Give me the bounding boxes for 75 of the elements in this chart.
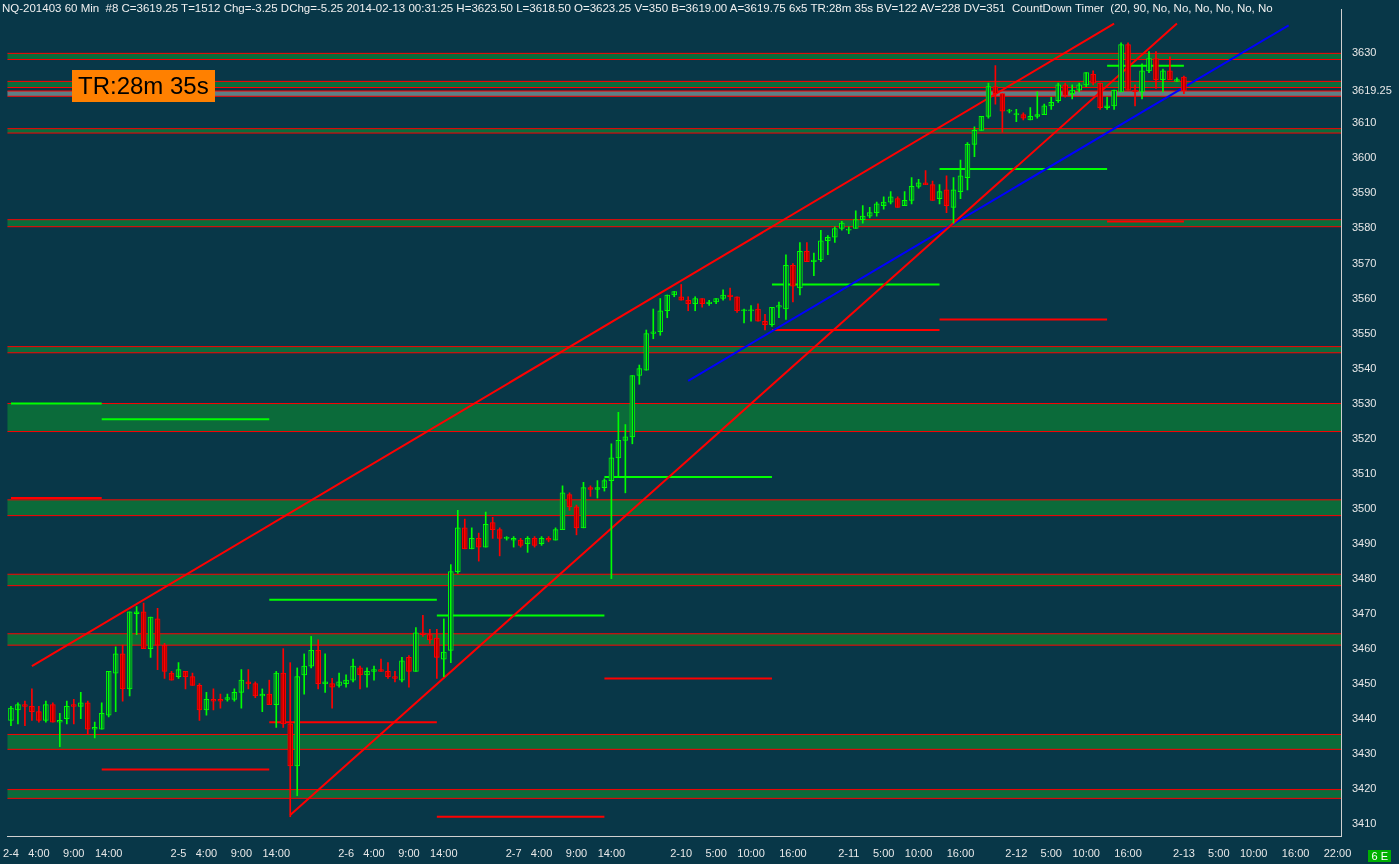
candlestick	[56, 713, 63, 748]
y-tick-label: 3530	[1352, 396, 1377, 409]
x-tick-label: 2-10	[670, 846, 693, 859]
y-tick-label: 3600	[1352, 151, 1377, 164]
y-tick-label: 3420	[1352, 781, 1377, 794]
y-tick-label: 3520	[1352, 431, 1377, 444]
x-tick-label: 4:00	[28, 846, 50, 859]
x-tick-label: 16:00	[1281, 846, 1310, 859]
y-tick-label: 3490	[1352, 536, 1377, 549]
x-tick-label: 16:00	[946, 846, 975, 859]
chart-title: NQ-201403 60 Min #8 C=3619.25 T=1512 Chg=-3.25 DChg=-5.25 2014-02-13 00:31:25 H=3623.50 L=3618.50 O=3623.25 V=350 B=3619.00 A=3619.75 6x5 TR:28m 35s BV=122 AV=228 DV=351 CountDown Timer (20, 90, No, No, No, No, No, No	[2, 2, 1273, 14]
x-tick-label: 10:00	[737, 846, 765, 859]
candlestick	[371, 665, 377, 681]
candlestick	[378, 658, 384, 672]
x-tick-label: 9:00	[565, 846, 588, 859]
y-tick-label: 3460	[1352, 641, 1377, 654]
x-tick-label: 16:00	[1114, 846, 1142, 859]
y-tick-label: 3630	[1352, 46, 1377, 59]
candlestick	[91, 721, 98, 739]
candlestick	[22, 700, 28, 727]
x-tick-label: 2-7	[505, 846, 522, 859]
y-tick-label: 3500	[1352, 501, 1377, 514]
candlestick	[1174, 77, 1180, 82]
annotation: TR:28m 35s	[72, 70, 215, 102]
y-tick-label: 3430	[1352, 746, 1377, 759]
candlestick	[322, 653, 328, 693]
x-tick-label: 4:00	[363, 846, 385, 859]
x-tick-label: 5:00	[872, 846, 895, 859]
y-tick-label: 3440	[1352, 711, 1377, 724]
x-tick-label: 4:00	[530, 846, 553, 859]
x-tick-label: 10:00	[1072, 846, 1100, 859]
x-tick-label: 2-11	[838, 846, 860, 859]
y-tick-label: 3510	[1352, 466, 1377, 479]
y-tick-label: 3410	[1352, 816, 1377, 829]
y-tick-label: 3610	[1352, 116, 1377, 129]
text: 6 E	[1368, 850, 1391, 862]
x-tick-label: 9:00	[398, 846, 420, 859]
candlestick	[1034, 91, 1041, 119]
y-tick-label: 3450	[1352, 676, 1377, 689]
x-tick-label: 2-13	[1172, 846, 1195, 859]
y-tick-label: 3590	[1352, 186, 1377, 199]
x-tick-label: 16:00	[779, 846, 807, 859]
x-tick-label: 5:00	[705, 846, 727, 859]
candlestick	[1104, 96, 1110, 110]
x-tick-label: 10:00	[904, 846, 933, 859]
candlestick	[845, 226, 852, 235]
candlestick	[70, 699, 77, 725]
candlestick	[741, 308, 747, 324]
y-tick-label: 3560	[1352, 291, 1377, 304]
candlestick	[776, 301, 782, 319]
x-tick-label: 4:00	[195, 846, 218, 859]
y-tick-label: 3540	[1352, 361, 1377, 374]
x-tick-label: 14:00	[430, 846, 458, 859]
y-tick-label: 3570	[1352, 256, 1377, 269]
x-tick-label: 14:00	[597, 846, 626, 859]
x-tick-label: 2-12	[1005, 846, 1028, 859]
x-tick-label: 5:00	[1040, 846, 1062, 859]
candlestick	[748, 305, 754, 322]
x-tick-label: 9:00	[63, 846, 85, 859]
x-tick-label: 5:00	[1208, 846, 1230, 859]
x-tick-label: 22:00	[1323, 846, 1352, 859]
x-tick-label: 2-4	[3, 846, 19, 859]
y-tick-label: 3619.25	[1352, 84, 1392, 97]
x-tick-label: 9:00	[230, 846, 253, 859]
x-tick-label: 2-5	[170, 846, 187, 859]
x-tick-label: 2-6	[338, 846, 355, 859]
y-tick-label: 3550	[1352, 326, 1377, 339]
candlestick	[392, 671, 398, 683]
x-tick-label: 10:00	[1239, 846, 1268, 859]
x-tick-label: 14:00	[262, 846, 291, 859]
y-tick-label: 3480	[1352, 571, 1377, 584]
y-tick-label: 3580	[1352, 221, 1377, 234]
x-tick-label: 14:00	[94, 846, 123, 859]
candlestick	[650, 308, 657, 340]
y-tick-label: 3470	[1352, 606, 1377, 619]
